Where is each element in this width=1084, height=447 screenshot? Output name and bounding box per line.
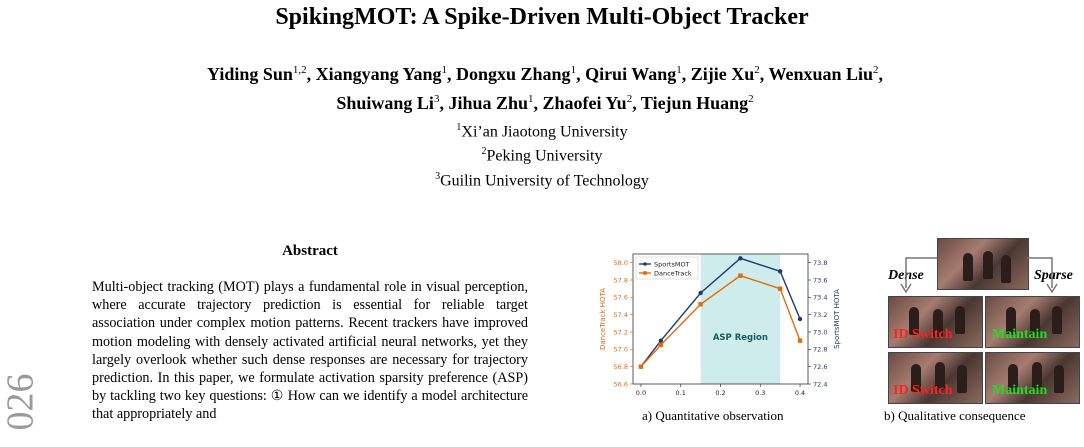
author-name: Jihua Zhu — [448, 93, 528, 113]
abstract-text: Multi-object tracking (MOT) plays a fund… — [92, 279, 528, 423]
branch-arrows — [900, 257, 1058, 294]
author-line-2: Shuiwang Li3, Jihua Zhu1, Zhaofei Yu2, T… — [336, 93, 754, 113]
y-right-tick-label: 73.0 — [813, 328, 827, 336]
id-switch-label: ID Switch — [893, 327, 953, 342]
author-affiliation-mark: 1 — [441, 64, 448, 76]
author-affiliation-mark: 1 — [676, 64, 682, 76]
author-name: Qirui Wang — [585, 64, 677, 84]
author-name: Xiangyang Yang — [315, 64, 442, 84]
series-point-sportsmot — [777, 269, 783, 274]
author-affiliation-mark: 2 — [748, 93, 754, 105]
y-left-tick-label: 56.6 — [614, 380, 628, 388]
legend-swatch-marker — [643, 262, 647, 266]
x-tick-label: 0.1 — [676, 389, 686, 397]
x-tick-label: 0.4 — [795, 389, 805, 397]
legend-box — [635, 256, 699, 280]
y-left-tick-label: 57.0 — [614, 346, 628, 354]
y-right-tick-label: 72.4 — [813, 380, 827, 388]
y-right-axis-label: SportsMOT HOTA — [833, 289, 841, 349]
side-year-stamp: 026 — [0, 373, 42, 431]
affiliation: 2Peking University — [481, 146, 603, 165]
y-right-tick-label: 72.6 — [813, 363, 827, 371]
affiliation-list: 1Xi’an Jiaotong University 2Peking Univer… — [0, 118, 1084, 191]
legend-label: SportsMOT — [654, 260, 690, 268]
series-point-dancetrack — [797, 338, 803, 343]
dense-frame-top: ID Switch — [888, 296, 983, 348]
figure-caption-b: b) Qualitative consequence — [884, 408, 1026, 423]
sparse-label: Sparse — [1034, 268, 1073, 283]
y-left-tick-label: 56.8 — [614, 363, 628, 371]
series-point-dancetrack — [638, 364, 644, 369]
series-point-dancetrack — [777, 286, 783, 291]
series-line-dancetrack — [640, 274, 801, 368]
id-switch-label: ID Switch — [893, 383, 953, 398]
series-point-dancetrack — [658, 342, 664, 348]
qualitative-panel: Dense Sparse ID Switch Maintain ID Switc… — [884, 236, 1082, 406]
abstract-heading: Abstract — [282, 243, 338, 259]
author-affiliation-mark: 2 — [873, 64, 879, 76]
x-tick-label: 0.2 — [715, 389, 725, 397]
series-point-dancetrack — [698, 302, 703, 307]
series-point-sportsmot — [738, 256, 743, 261]
author-affiliation-mark: 1,2 — [292, 64, 307, 76]
y-left-tick-label: 57.6 — [614, 294, 628, 302]
paper-title: SpikingMOT: A Spike-Driven Multi-Object … — [275, 4, 809, 30]
series-point-sportsmot — [658, 338, 664, 343]
author-name: Shuiwang Li — [336, 93, 434, 113]
y-left-tick-label: 57.2 — [614, 328, 628, 336]
author-name: Zijie Xu — [690, 64, 755, 84]
author-affiliation-mark: 1 — [528, 93, 534, 105]
dense-frame-bottom: ID Switch — [888, 352, 983, 404]
y-left-tick-label: 58.0 — [614, 259, 628, 267]
source-frame-image — [937, 238, 1029, 290]
y-right-tick-label: 73.6 — [813, 276, 827, 284]
series-point-sportsmot — [797, 316, 803, 322]
author-line-1: Yiding Sun1,2, Xiangyang Yang1, Dongxu Z… — [206, 64, 884, 84]
author-name: Zhaofei Yu — [542, 93, 627, 113]
series-line-sportsmot — [640, 257, 801, 368]
maintain-label: Maintain — [992, 383, 1048, 398]
affiliation: 3Guilin University of Technology — [435, 170, 649, 189]
author-affiliation-mark: 2 — [754, 64, 760, 76]
author-name: Tiejun Huang — [640, 93, 749, 113]
legend-swatch-marker — [643, 271, 647, 275]
y-left-axis-label: DanceTrack HOTA — [599, 288, 607, 350]
asp-region-label: ASP Region — [713, 333, 768, 343]
author-name: Dongxu Zhang — [456, 64, 571, 84]
legend-label: DanceTrack — [654, 269, 692, 277]
y-right-tick-label: 73.8 — [813, 259, 827, 267]
y-right-tick-label: 73.2 — [813, 311, 827, 319]
author-affiliation-mark: 1 — [570, 64, 577, 76]
y-right-tick-label: 72.8 — [813, 346, 827, 354]
series-point-sportsmot — [698, 290, 703, 296]
y-right-tick-label: 73.4 — [813, 294, 827, 302]
x-tick-label: 0.0 — [636, 389, 646, 397]
maintain-label: Maintain — [992, 327, 1048, 342]
affiliation: 1Xi’an Jiaotong University — [456, 122, 628, 141]
y-left-tick-label: 57.4 — [614, 311, 628, 319]
author-name: Wenxuan Liu — [768, 64, 874, 84]
sparse-frame-bottom: Maintain — [985, 352, 1080, 404]
hota-line-chart: ASP Region 0.0 0.1 0.2 0.3 0.4 56.6 56.8 57.0 57.… — [599, 253, 841, 397]
series-point-dancetrack — [738, 273, 743, 278]
author-name: Yiding Sun — [206, 64, 293, 84]
figure-caption-a: a) Quantitative observation — [642, 408, 784, 423]
author-affiliation-mark: 3 — [433, 93, 440, 105]
y-left-tick-label: 57.8 — [614, 276, 628, 284]
author-affiliation-mark: 2 — [626, 93, 633, 105]
x-tick-label: 0.3 — [755, 389, 765, 397]
author-list: Yiding Sun1,2, Xiangyang Yang1, Dongxu Z… — [80, 58, 1010, 116]
sparse-frame-top: Maintain — [985, 296, 1080, 348]
